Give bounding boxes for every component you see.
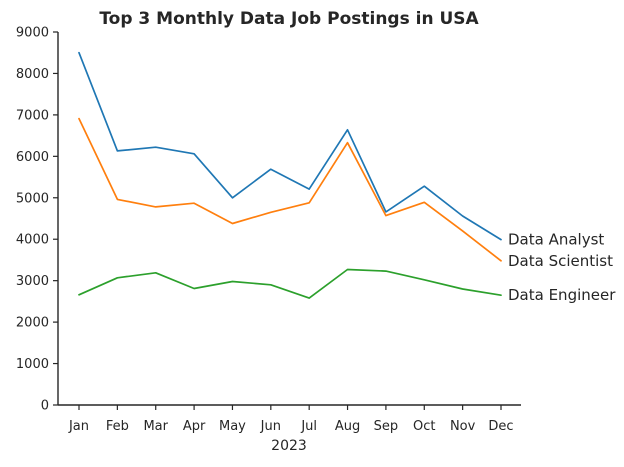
series-label-data-engineer: Data Engineer xyxy=(508,286,616,304)
chart-title: Top 3 Monthly Data Job Postings in USA xyxy=(99,9,479,29)
y-axis: 0 1000 2000 3000 4000 5000 6000 7000 8000 9000 xyxy=(16,26,59,414)
y-tick-label: 6000 xyxy=(16,150,49,165)
x-axis-label: 2023 xyxy=(271,438,307,454)
series-line-data-engineer xyxy=(78,268,502,299)
x-tick-label: Mar xyxy=(143,419,168,434)
y-tick-label: 7000 xyxy=(16,108,49,123)
y-tick-label: 9000 xyxy=(16,26,49,41)
series-line-data-scientist xyxy=(78,117,502,262)
y-tick-label: 5000 xyxy=(16,191,49,206)
x-tick-label: Nov xyxy=(450,419,476,434)
x-tick-label: Jan xyxy=(68,419,89,434)
x-tick-label: May xyxy=(219,419,246,434)
y-tick-label: 8000 xyxy=(16,67,49,82)
series-end-labels: Data Analyst Data Scientist Data Engineer xyxy=(508,231,616,305)
y-tick-label: 2000 xyxy=(16,316,49,331)
series-lines xyxy=(78,51,502,299)
x-tick-label: Dec xyxy=(488,419,513,434)
y-tick-label: 3000 xyxy=(16,274,49,289)
x-tick-label: Sep xyxy=(374,419,399,434)
y-tick-label: 4000 xyxy=(16,233,49,248)
x-tick-label: Jul xyxy=(300,419,317,434)
x-tick-label: Aug xyxy=(335,419,360,434)
series-line-data-analyst xyxy=(78,51,502,241)
x-tick-label: Apr xyxy=(183,419,206,434)
series-label-data-analyst: Data Analyst xyxy=(508,231,604,249)
y-tick-label: 0 xyxy=(41,399,49,414)
x-axis: Jan Feb Mar Apr May Jun Jul Aug Sep Oct Nov Dec xyxy=(58,404,521,434)
series-label-data-scientist: Data Scientist xyxy=(508,252,613,270)
x-tick-label: Oct xyxy=(413,419,435,434)
x-tick-label: Feb xyxy=(106,419,129,434)
y-tick-label: 1000 xyxy=(16,357,49,372)
x-tick-label: Jun xyxy=(260,419,281,434)
